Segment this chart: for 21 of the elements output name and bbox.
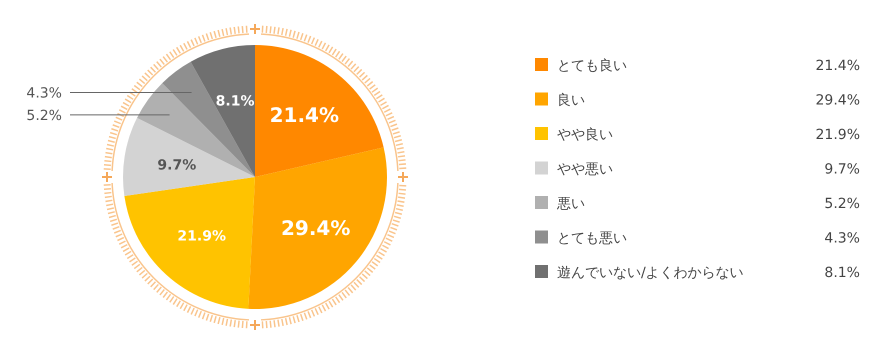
text: 4.3% bbox=[824, 230, 860, 246]
data-label: 21.9% bbox=[177, 228, 226, 245]
data-label: 8.1% bbox=[216, 93, 254, 110]
text: 21.9% bbox=[816, 127, 860, 143]
legend-label: とても悪い bbox=[557, 230, 627, 246]
legend-label: とても良い bbox=[557, 58, 627, 74]
text: 8.1% bbox=[824, 265, 860, 281]
legend-label: 良い bbox=[557, 92, 585, 108]
text: 21.4% bbox=[816, 58, 860, 74]
data-label: 9.7% bbox=[157, 157, 196, 174]
data-label: 5.2% bbox=[26, 108, 62, 124]
data-label: 29.4% bbox=[281, 216, 350, 240]
legend-label: やや良い bbox=[557, 127, 613, 143]
legend-label: 遊んでいない/よくわからない bbox=[557, 265, 744, 281]
legend-label: やや悪い bbox=[557, 162, 613, 178]
text: 5.2% bbox=[824, 196, 860, 212]
text: 9.7% bbox=[824, 162, 860, 178]
data-label: 21.4% bbox=[270, 103, 340, 128]
data-label: 4.3% bbox=[26, 86, 62, 102]
legend-label: 悪い bbox=[556, 196, 585, 212]
text: 29.4% bbox=[816, 92, 860, 108]
